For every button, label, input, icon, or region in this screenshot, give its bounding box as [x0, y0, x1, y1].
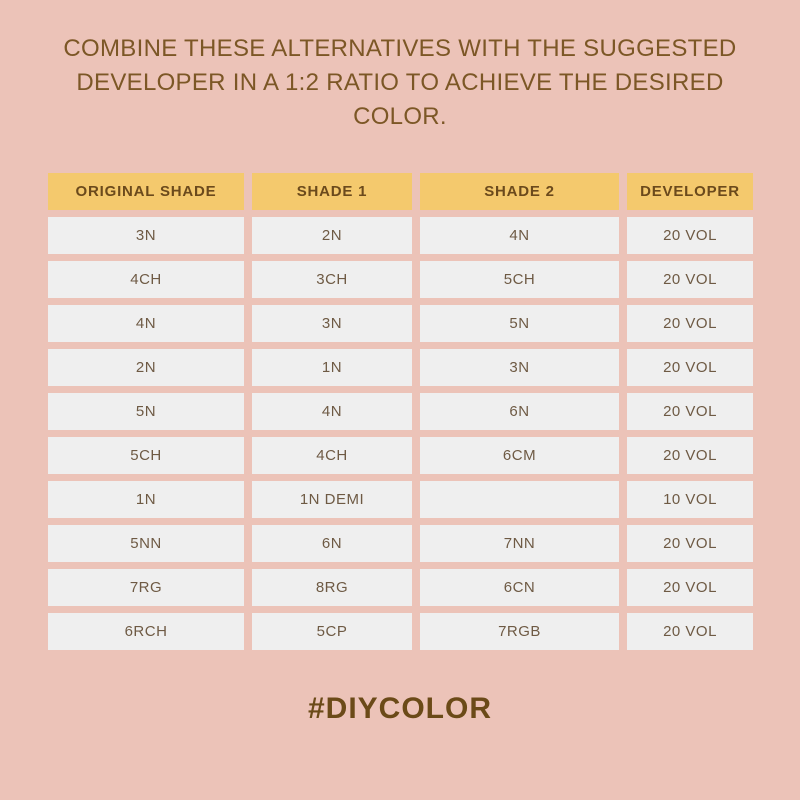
- table-cell: 5NN: [48, 525, 244, 562]
- table-cell: [420, 481, 619, 518]
- table-cell: 2N: [48, 349, 244, 386]
- table-cell: 4N: [252, 393, 412, 430]
- table-cell: 5CH: [48, 437, 244, 474]
- title-line: COLOR.: [353, 103, 447, 130]
- table-cell: 20 VOL: [627, 261, 753, 298]
- table-cell: 20 VOL: [627, 349, 753, 386]
- table-cell: 3CH: [252, 261, 412, 298]
- table-cell: 5N: [48, 393, 244, 430]
- table-cell: 4CH: [252, 437, 412, 474]
- table-cell: 3N: [420, 349, 619, 386]
- shade-table: ORIGINAL SHADE SHADE 1 SHADE 2 DEVELOPER 3N 2…: [48, 173, 753, 650]
- column-header: DEVELOPER: [627, 173, 753, 210]
- table-cell: 7NN: [420, 525, 619, 562]
- table-cell: 5CP: [252, 613, 412, 650]
- table-cell: 1N DEMI: [252, 481, 412, 518]
- table-cell: 20 VOL: [627, 217, 753, 254]
- table-cell: 3N: [252, 305, 412, 342]
- table-cell: 6RCH: [48, 613, 244, 650]
- table-cell: 6N: [420, 393, 619, 430]
- table-cell: 8RG: [252, 569, 412, 606]
- table-cell: 2N: [252, 217, 412, 254]
- table-cell: 20 VOL: [627, 305, 753, 342]
- table-cell: 6N: [252, 525, 412, 562]
- table-cell: 4N: [48, 305, 244, 342]
- column-header: SHADE 1: [252, 173, 412, 210]
- table-cell: 20 VOL: [627, 569, 753, 606]
- table-cell: 3N: [48, 217, 244, 254]
- table-cell: 5CH: [420, 261, 619, 298]
- table-cell: 1N: [252, 349, 412, 386]
- table-cell: 5N: [420, 305, 619, 342]
- instructions-title: COMBINE THESE ALTERNATIVES WITH THE SUGG…: [20, 32, 780, 134]
- table-cell: 20 VOL: [627, 613, 753, 650]
- table-cell: 20 VOL: [627, 525, 753, 562]
- table-cell: 4N: [420, 217, 619, 254]
- table-cell: 1N: [48, 481, 244, 518]
- title-line: COMBINE THESE ALTERNATIVES WITH THE SUGG…: [63, 35, 737, 62]
- table-cell: 7RG: [48, 569, 244, 606]
- table-cell: 20 VOL: [627, 393, 753, 430]
- table-cell: 20 VOL: [627, 437, 753, 474]
- column-header: ORIGINAL SHADE: [48, 173, 244, 210]
- table-cell: 7RGB: [420, 613, 619, 650]
- title-line: DEVELOPER IN A 1:2 RATIO TO ACHIEVE THE …: [76, 69, 724, 96]
- column-header: SHADE 2: [420, 173, 619, 210]
- hashtag: #DIYCOLOR: [307, 692, 493, 725]
- table-cell: 6CM: [420, 437, 619, 474]
- table-cell: 10 VOL: [627, 481, 753, 518]
- table-cell: 6CN: [420, 569, 619, 606]
- table-cell: 4CH: [48, 261, 244, 298]
